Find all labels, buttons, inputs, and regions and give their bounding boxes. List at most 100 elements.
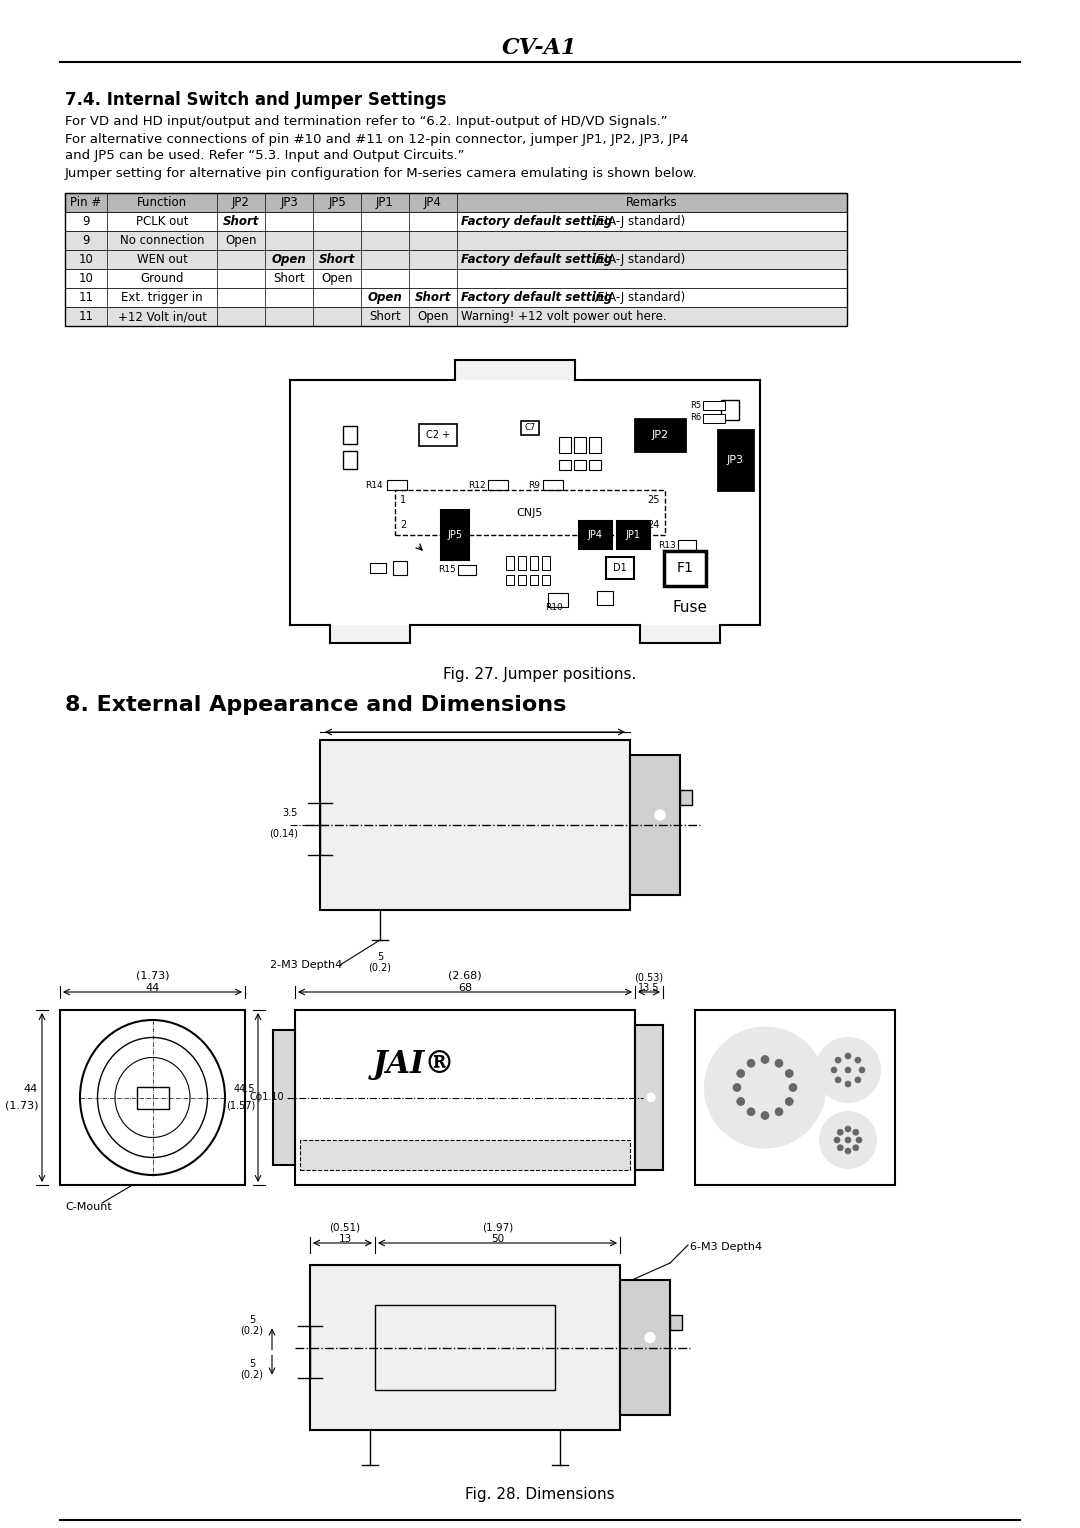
Circle shape <box>789 1083 797 1091</box>
Text: R9: R9 <box>528 480 540 489</box>
Text: 7.4. Internal Switch and Jumper Settings: 7.4. Internal Switch and Jumper Settings <box>65 92 446 108</box>
Text: CV-A1: CV-A1 <box>502 37 578 60</box>
Text: (0.51): (0.51) <box>329 1222 361 1232</box>
Text: R6: R6 <box>690 414 701 423</box>
Text: Fig. 28. Dimensions: Fig. 28. Dimensions <box>465 1487 615 1502</box>
Circle shape <box>853 1129 859 1135</box>
Bar <box>65 307 847 325</box>
Text: C7: C7 <box>525 423 536 432</box>
Circle shape <box>859 1067 865 1073</box>
Circle shape <box>816 1038 880 1102</box>
Circle shape <box>705 1027 825 1148</box>
Circle shape <box>845 1080 851 1086</box>
Text: 5
(0.2): 5 (0.2) <box>368 952 391 973</box>
Text: Ext. trigger in: Ext. trigger in <box>121 290 203 304</box>
Bar <box>543 480 563 490</box>
Circle shape <box>820 1112 876 1167</box>
Text: Open: Open <box>272 254 307 266</box>
Circle shape <box>855 1077 861 1083</box>
Bar <box>579 521 611 549</box>
Bar <box>530 556 538 570</box>
Text: (2.68): (2.68) <box>448 970 482 979</box>
Text: D1: D1 <box>613 562 626 573</box>
Bar <box>530 575 538 585</box>
Text: 8. External Appearance and Dimensions: 8. External Appearance and Dimensions <box>65 695 566 715</box>
Text: Open: Open <box>367 290 403 304</box>
Circle shape <box>747 1059 755 1067</box>
Text: 5
(0.2): 5 (0.2) <box>241 1316 264 1335</box>
Circle shape <box>785 1097 793 1105</box>
Text: JAI®: JAI® <box>373 1050 456 1080</box>
Text: 11: 11 <box>79 290 94 304</box>
Text: WEN out: WEN out <box>136 254 188 266</box>
Bar <box>65 269 847 287</box>
Text: Ground: Ground <box>140 272 184 286</box>
Text: Warning! +12 volt power out here.: Warning! +12 volt power out here. <box>461 310 666 322</box>
Text: Cϕ1.10: Cϕ1.10 <box>249 1093 285 1103</box>
Bar <box>680 790 692 805</box>
Text: Factory default setting: Factory default setting <box>461 290 612 304</box>
Bar <box>670 1316 681 1329</box>
Text: (EIA-J standard): (EIA-J standard) <box>589 254 685 266</box>
Bar <box>521 422 539 435</box>
Text: 5
(0.2): 5 (0.2) <box>241 1358 264 1380</box>
Text: Open: Open <box>321 272 353 286</box>
Circle shape <box>845 1137 851 1143</box>
Bar <box>343 426 357 445</box>
Text: R15: R15 <box>438 565 456 575</box>
Text: 44: 44 <box>24 1085 38 1094</box>
Bar <box>507 556 514 570</box>
Bar <box>310 1265 620 1430</box>
Text: 25: 25 <box>648 495 660 504</box>
Bar <box>717 429 753 490</box>
Bar <box>65 287 847 307</box>
Text: JP5: JP5 <box>328 196 346 209</box>
Bar <box>542 575 550 585</box>
Text: CNJ5: CNJ5 <box>517 507 543 518</box>
Text: R10: R10 <box>545 604 563 613</box>
Text: 44: 44 <box>146 983 160 993</box>
Circle shape <box>853 1144 859 1151</box>
Bar <box>65 251 847 269</box>
Text: JP1: JP1 <box>376 196 394 209</box>
Text: Jumper setting for alternative pin configuration for M-series camera emulating i: Jumper setting for alternative pin confi… <box>65 167 698 179</box>
Bar <box>620 1280 670 1415</box>
Text: Open: Open <box>417 310 449 322</box>
Circle shape <box>645 1332 654 1343</box>
Bar <box>617 521 649 549</box>
Bar <box>542 556 550 570</box>
Text: Remarks: Remarks <box>626 196 678 209</box>
Bar <box>721 400 739 420</box>
Text: R5: R5 <box>690 400 701 410</box>
Text: JP4: JP4 <box>588 530 603 539</box>
Bar <box>488 480 508 490</box>
Text: 6-M3 Depth4: 6-M3 Depth4 <box>690 1242 762 1251</box>
Bar <box>65 193 847 212</box>
Text: JP4: JP4 <box>424 196 442 209</box>
Text: Pin #: Pin # <box>70 196 102 209</box>
Text: Fig. 27. Jumper positions.: Fig. 27. Jumper positions. <box>443 668 637 683</box>
Circle shape <box>737 1070 745 1077</box>
Bar <box>343 451 357 469</box>
Circle shape <box>845 1053 851 1059</box>
Text: 1: 1 <box>400 495 406 504</box>
Circle shape <box>737 1097 745 1105</box>
Bar <box>300 1140 630 1170</box>
Text: Factory default setting: Factory default setting <box>461 254 612 266</box>
Bar <box>395 490 665 535</box>
Circle shape <box>785 1070 793 1077</box>
Text: JP2: JP2 <box>232 196 249 209</box>
Circle shape <box>845 1148 851 1154</box>
Text: 68: 68 <box>458 983 472 993</box>
Bar <box>589 460 600 471</box>
Text: Short: Short <box>369 310 401 322</box>
Text: Short: Short <box>222 215 259 228</box>
Bar <box>65 193 847 325</box>
Circle shape <box>733 1083 741 1091</box>
Text: For VD and HD input/output and termination refer to “6.2. Input-output of HD/VD : For VD and HD input/output and terminati… <box>65 116 667 128</box>
Bar <box>370 562 386 573</box>
Text: 2: 2 <box>400 520 406 530</box>
Circle shape <box>761 1111 769 1120</box>
Text: (0.14): (0.14) <box>269 828 298 837</box>
Bar <box>441 510 469 559</box>
